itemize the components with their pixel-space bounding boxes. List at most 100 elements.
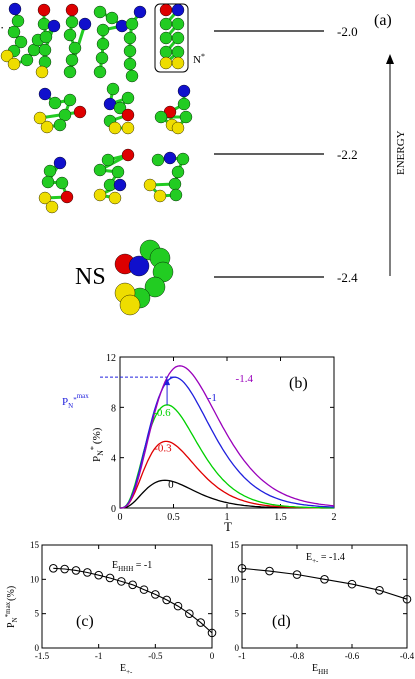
energy-level-label-3: -2.4 (337, 270, 358, 285)
atom-g (171, 17, 185, 31)
atom-r (159, 3, 173, 17)
nstar-label: N* (193, 52, 205, 66)
atom-g (58, 108, 72, 122)
curve-series-2 (119, 404, 334, 509)
nstar-highlight-box (154, 3, 189, 73)
curve-series-3 (119, 376, 335, 509)
y-tick-label: 15 (230, 540, 240, 550)
y-tick-label: 5 (235, 609, 240, 619)
atom-g (11, 14, 25, 28)
atom-g (95, 51, 109, 65)
panel-c-annotation: EHHH = -1 (112, 560, 152, 573)
panel-d-data (237, 564, 412, 604)
atom-g (171, 45, 185, 59)
atom-g (63, 28, 77, 42)
atom-g (101, 153, 115, 167)
data-point (292, 570, 302, 579)
panel-c-label: (c) (76, 613, 94, 630)
y-tick-label: 8 (111, 403, 116, 414)
atom-y (45, 200, 59, 214)
atom-g (38, 43, 52, 57)
molecule-12 (143, 151, 190, 203)
panel-c-y-axis-label: PN*max(%) (4, 586, 19, 628)
data-point (207, 628, 217, 638)
y-tick-label: 4 (111, 454, 116, 465)
atom-g (43, 164, 57, 178)
atom-g (111, 165, 125, 179)
atom-r (60, 190, 74, 204)
panel-d-frame (241, 544, 408, 649)
atom-g (7, 25, 21, 39)
data-point (49, 564, 58, 573)
atom-g (123, 44, 137, 58)
atom-r (121, 148, 135, 162)
y-tick-label: 10 (230, 574, 240, 584)
atom-b (53, 156, 67, 170)
panel-d-ticks: -1 -0.8 -0.6 -0.4 0 5 10 15 (230, 540, 415, 661)
data-point (320, 575, 329, 584)
series-label-1: -0.3 (154, 442, 172, 454)
data-point (105, 573, 115, 583)
molecule-7 (33, 87, 87, 134)
panel-a-label: (a) (374, 12, 392, 29)
atom-g (65, 53, 79, 67)
atom-g (93, 163, 107, 177)
data-point (402, 594, 412, 604)
panel-d-x-axis-label: EHH (312, 663, 328, 676)
data-point (151, 590, 160, 599)
atom-b (8, 2, 22, 16)
atom-g (144, 276, 166, 298)
atom-y (38, 191, 52, 205)
x-tick-label: 1.5 (274, 512, 287, 523)
x-tick-label: -1.5 (35, 651, 50, 661)
y-tick-label: 0 (235, 643, 240, 653)
x-tick-label: -0.8 (290, 651, 305, 661)
data-point (71, 566, 81, 575)
data-point (162, 595, 171, 605)
panel-d-label: (d) (272, 613, 291, 630)
atom-y (153, 189, 167, 203)
atom-g (113, 101, 127, 115)
atom-y (33, 111, 47, 125)
atom-g (125, 69, 139, 83)
curve-series-1 (119, 440, 334, 509)
atom-g (168, 177, 182, 191)
atom-g (63, 65, 77, 79)
energy-axis-label: ENERGY (395, 130, 407, 175)
panel-c-chart: -1.5 -1 -0.5 0 0 5 10 15 (c) EHHH = -1 E+- PN*m… (4, 540, 217, 676)
atom-y (119, 294, 141, 316)
atom-g (179, 110, 193, 124)
atom-g (121, 91, 135, 105)
energy-level-label-2: -2.2 (337, 147, 358, 162)
atom-y (35, 65, 49, 79)
atom-b (163, 151, 177, 165)
molecule-10 (38, 156, 74, 214)
x-tick-label: -0.5 (148, 651, 163, 661)
atom-y (7, 57, 21, 71)
data-point (237, 564, 247, 573)
y-tick-label: 0 (111, 504, 116, 515)
y-tick-label: 0 (35, 643, 40, 653)
atom-g (106, 82, 120, 96)
atom-y (108, 191, 122, 205)
data-point (173, 601, 183, 611)
atom-g (171, 31, 185, 45)
atom-g (177, 97, 191, 111)
atom-b (177, 84, 191, 98)
panel-b-series-labels: 0 -0.3 -0.6 -1 -1.4 (153, 373, 253, 491)
y-tick-label: 15 (30, 540, 40, 550)
molecule-4 (93, 5, 129, 79)
atom-y (143, 178, 157, 192)
x-tick-label: 2 (332, 512, 337, 523)
data-point (128, 580, 137, 590)
atom-g (48, 96, 62, 110)
series-label-3: -1 (208, 392, 217, 404)
panel-b-x-axis-label: T (224, 519, 232, 534)
atom-g (171, 165, 185, 179)
series-label-0: 0 (168, 479, 174, 491)
molecule-8 (103, 82, 135, 135)
energy-arrow-head (386, 54, 394, 64)
x-tick-label: -1 (95, 651, 103, 661)
panel-c-frame (41, 544, 213, 649)
